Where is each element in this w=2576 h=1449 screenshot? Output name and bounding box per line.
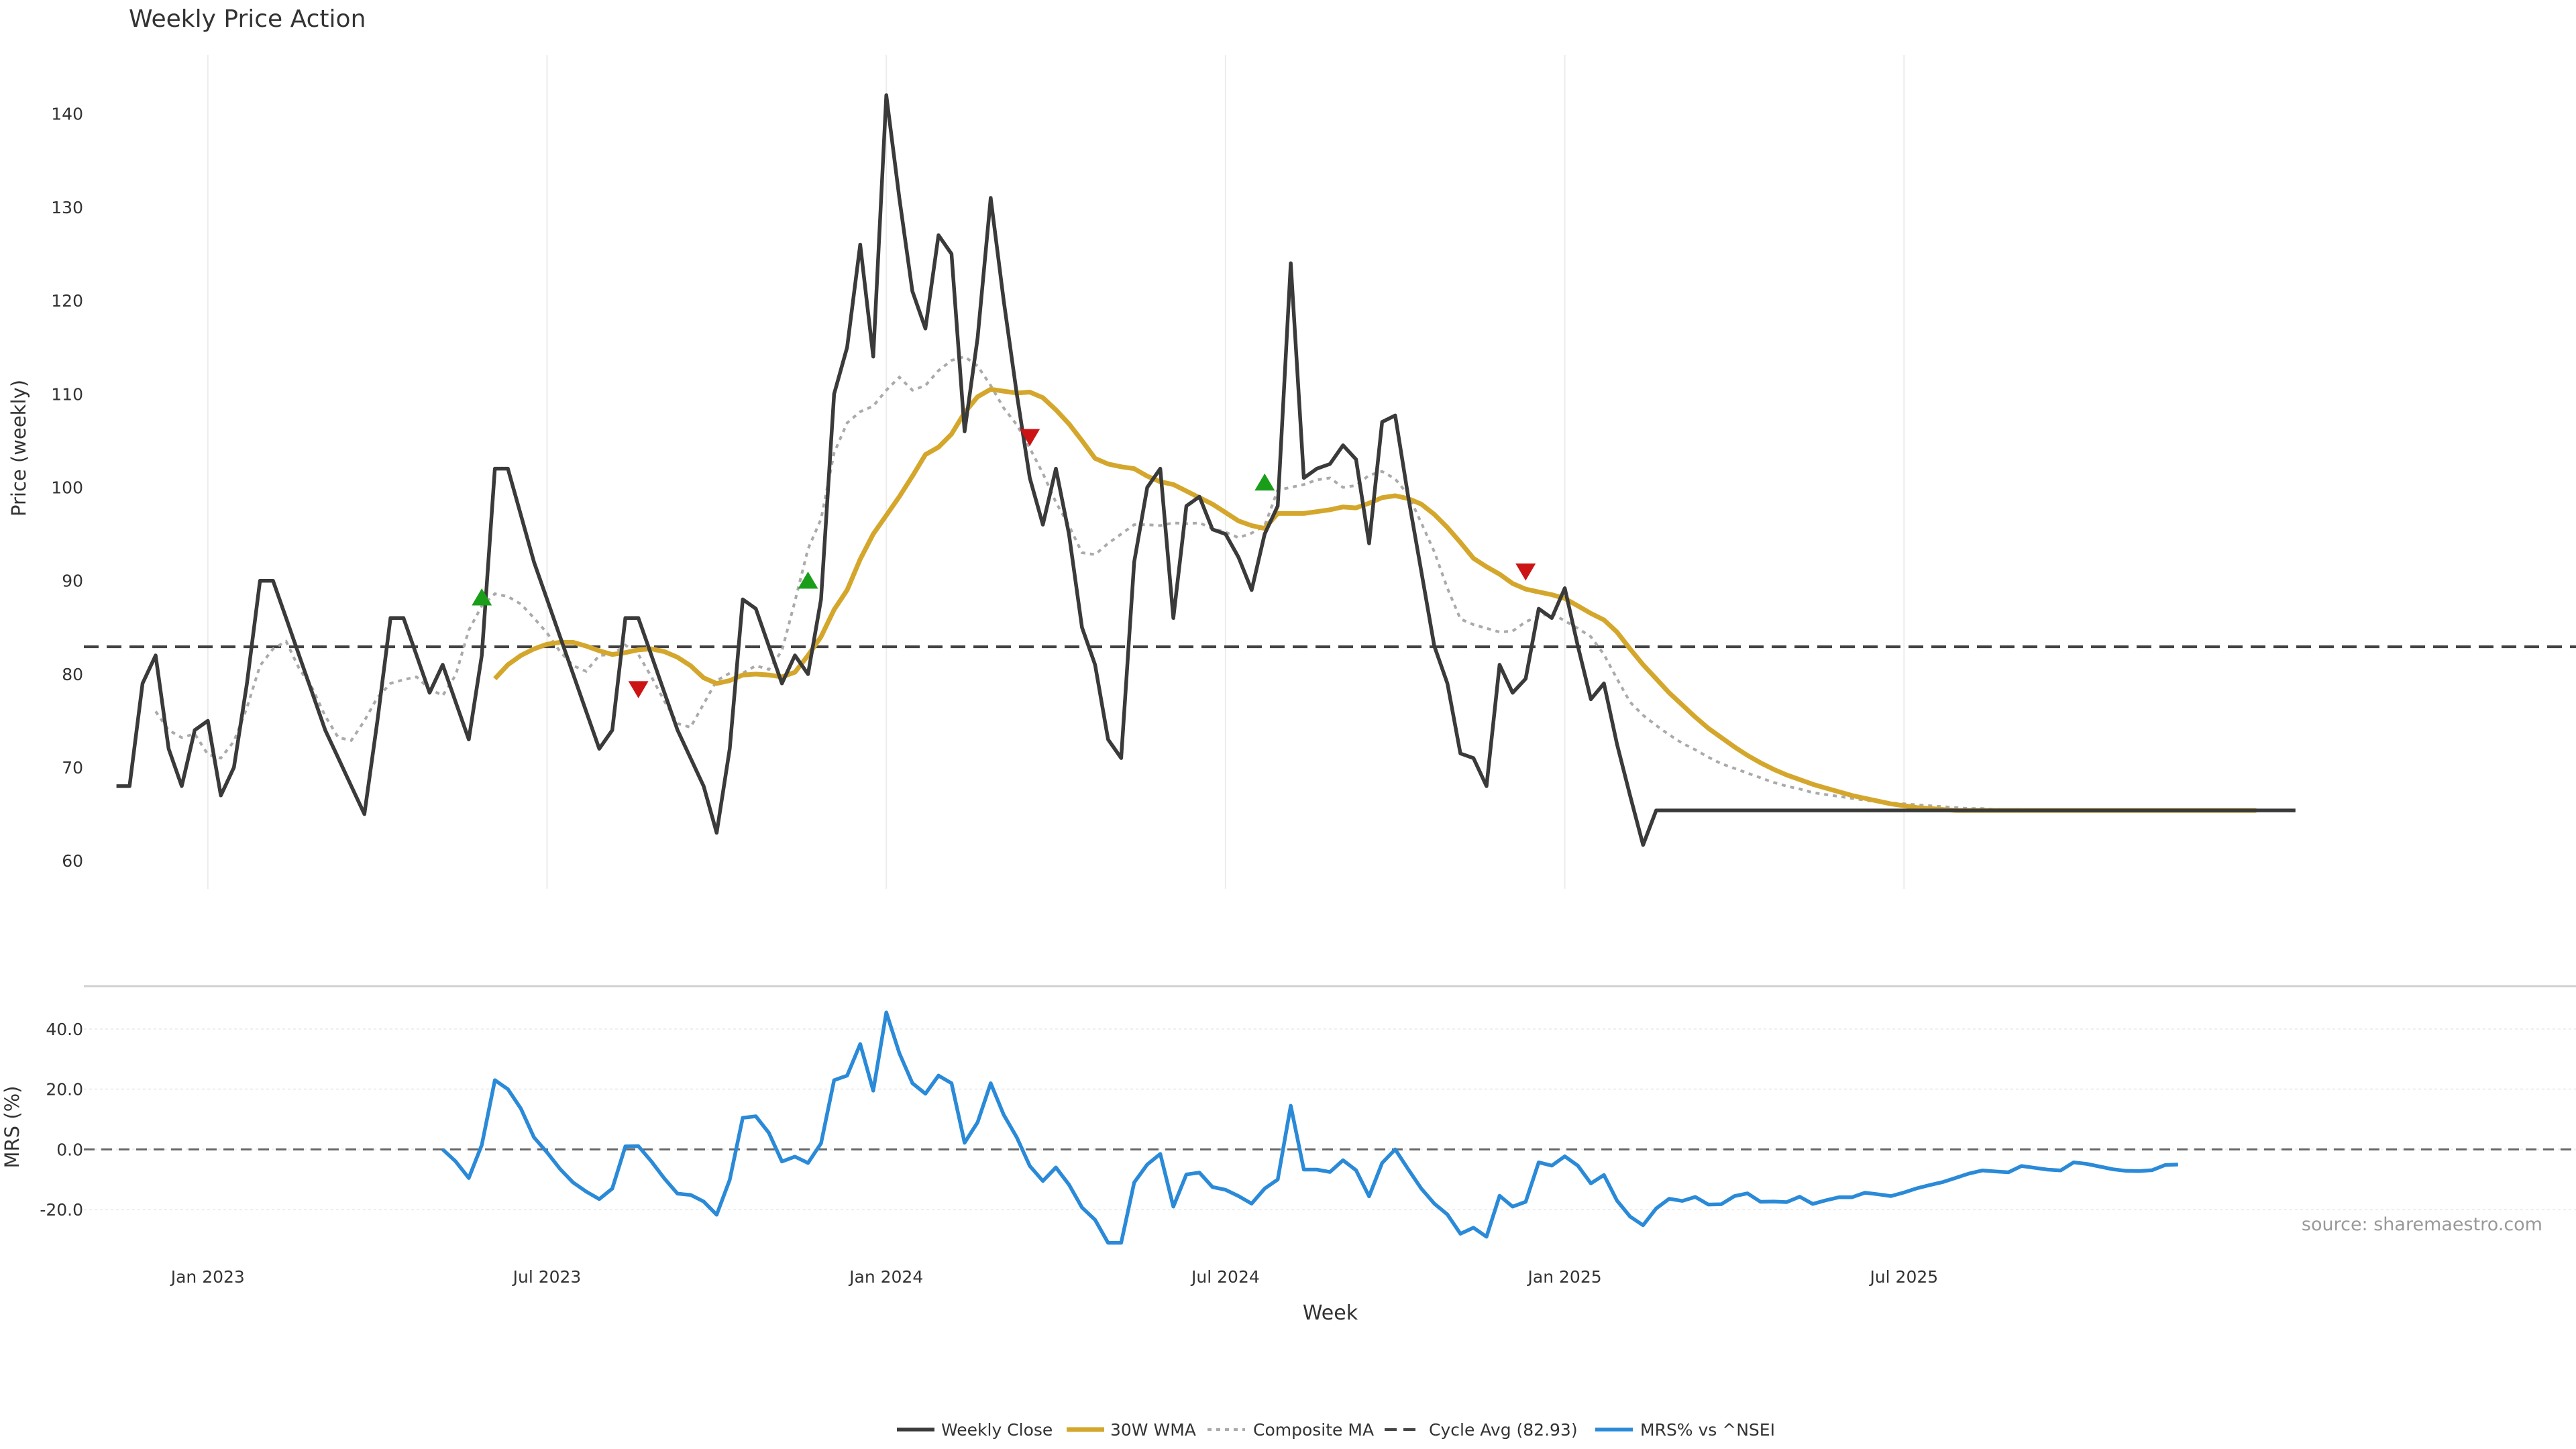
buy-signal-marker	[472, 588, 492, 606]
price-y-tick-label: 100	[51, 478, 83, 497]
buy-signal-marker	[798, 571, 818, 589]
price-y-axis-label: Price (weekly)	[7, 380, 30, 517]
series-composite-ma-line	[154, 355, 2113, 812]
mrs-y-tick-label: 0.0	[56, 1140, 83, 1159]
legend-label-mrs: MRS% vs ^NSEI	[1640, 1420, 1775, 1440]
buy-signal-marker	[1254, 473, 1275, 491]
legend-item-weekly-close: Weekly Close	[897, 1420, 1053, 1440]
price-y-tick-label: 70	[62, 758, 83, 777]
legend-item-30w-wma: 30W WMA	[1067, 1420, 1196, 1440]
price-y-tick-label: 140	[51, 105, 83, 124]
legend-label-composite-ma: Composite MA	[1253, 1420, 1374, 1440]
sell-signal-marker	[628, 681, 649, 698]
x-axis-ticks: Jan 2023 Jul 2023 Jan 2024 Jul 2024 Jan 2025…	[170, 1267, 1938, 1287]
price-y-tick-label: 60	[62, 851, 83, 871]
sell-signal-marker	[1020, 429, 1040, 447]
price-gridlines	[207, 55, 1905, 889]
legend-label-cycle-avg: Cycle Avg (82.93)	[1429, 1420, 1578, 1440]
x-tick-label: Jan 2025	[1527, 1267, 1602, 1287]
series-weekly-close-line	[116, 93, 2296, 847]
mrs-y-tick-label: -20.0	[40, 1200, 83, 1220]
price-y-tick-label: 90	[62, 572, 83, 591]
chart-title: Weekly Price Action	[129, 5, 366, 33]
x-tick-label: Jan 2023	[170, 1267, 245, 1287]
legend-item-cycle-avg: Cycle Avg (82.93)	[1385, 1420, 1578, 1440]
series-30w-wma-line	[493, 386, 2257, 813]
legend-label-30w-wma: 30W WMA	[1110, 1420, 1196, 1440]
price-y-tick-label: 130	[51, 198, 83, 217]
x-tick-label: Jul 2025	[1868, 1267, 1938, 1287]
price-panel: 60 70 80 90 100 110 120 130 140 Price (weekly)	[7, 55, 2576, 889]
sell-signal-marker	[1515, 563, 1536, 581]
price-y-tick-label: 80	[62, 665, 83, 684]
x-tick-label: Jul 2023	[512, 1267, 582, 1287]
x-tick-label: Jul 2024	[1190, 1267, 1260, 1287]
mrs-panel: 40.0 20.0 0.0 -20.0 MRS (%) source: sharema…	[1, 1010, 2576, 1245]
legend-item-composite-ma: Composite MA	[1208, 1420, 1374, 1440]
signal-markers	[472, 429, 1536, 698]
price-y-tick-label: 110	[51, 384, 83, 404]
x-axis-label: Week	[1303, 1301, 1358, 1325]
mrs-gridlines	[84, 1028, 2576, 1211]
mrs-y-axis-label: MRS (%)	[1, 1086, 23, 1169]
legend-label-weekly-close: Weekly Close	[941, 1420, 1053, 1440]
price-y-ticks: 60 70 80 90 100 110 120 130 140	[51, 105, 83, 871]
price-y-tick-label: 120	[51, 291, 83, 311]
legend-item-mrs: MRS% vs ^NSEI	[1595, 1420, 1775, 1440]
source-annotation: source: sharemaestro.com	[2302, 1214, 2542, 1235]
legend: Weekly Close 30W WMA Composite MA Cycle …	[897, 1420, 1775, 1440]
x-tick-label: Jan 2024	[848, 1267, 923, 1287]
mrs-y-ticks: 40.0 20.0 0.0 -20.0	[40, 1020, 83, 1220]
series-mrs-line	[441, 1010, 2178, 1245]
mrs-y-tick-label: 20.0	[46, 1080, 83, 1099]
mrs-y-tick-label: 40.0	[46, 1020, 83, 1039]
